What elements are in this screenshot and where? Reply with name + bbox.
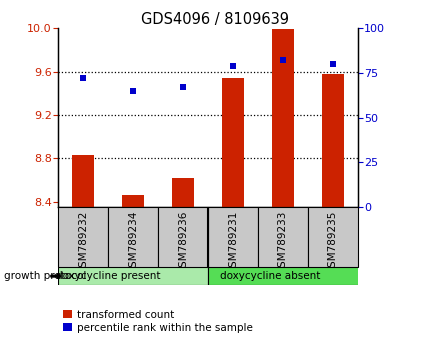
Point <box>129 88 136 94</box>
Bar <box>221 78 243 207</box>
Bar <box>257 207 307 267</box>
Text: GSM789235: GSM789235 <box>327 211 337 274</box>
Legend: transformed count, percentile rank within the sample: transformed count, percentile rank withi… <box>63 310 252 333</box>
Text: GSM789231: GSM789231 <box>227 211 237 274</box>
Bar <box>208 267 382 285</box>
Text: GDS4096 / 8109639: GDS4096 / 8109639 <box>141 12 289 27</box>
Text: GSM789234: GSM789234 <box>128 211 138 274</box>
Bar <box>58 267 208 285</box>
Text: GSM789233: GSM789233 <box>277 211 287 274</box>
Bar <box>58 207 108 267</box>
Bar <box>72 155 94 207</box>
Text: doxycycline present: doxycycline present <box>56 271 160 281</box>
Text: GSM789232: GSM789232 <box>78 211 88 274</box>
Point <box>279 58 286 63</box>
Bar <box>108 207 158 267</box>
Point <box>80 75 86 81</box>
Point <box>229 63 236 69</box>
Text: doxycycline absent: doxycycline absent <box>220 271 320 281</box>
Bar <box>307 207 357 267</box>
Bar <box>321 74 343 207</box>
Bar <box>158 207 207 267</box>
Bar <box>208 207 257 267</box>
Bar <box>172 178 194 207</box>
Point <box>329 61 335 67</box>
Text: GSM789236: GSM789236 <box>178 211 187 274</box>
Bar <box>271 29 293 207</box>
Point <box>179 85 186 90</box>
Text: growth protocol: growth protocol <box>4 271 86 281</box>
Bar <box>122 195 144 207</box>
